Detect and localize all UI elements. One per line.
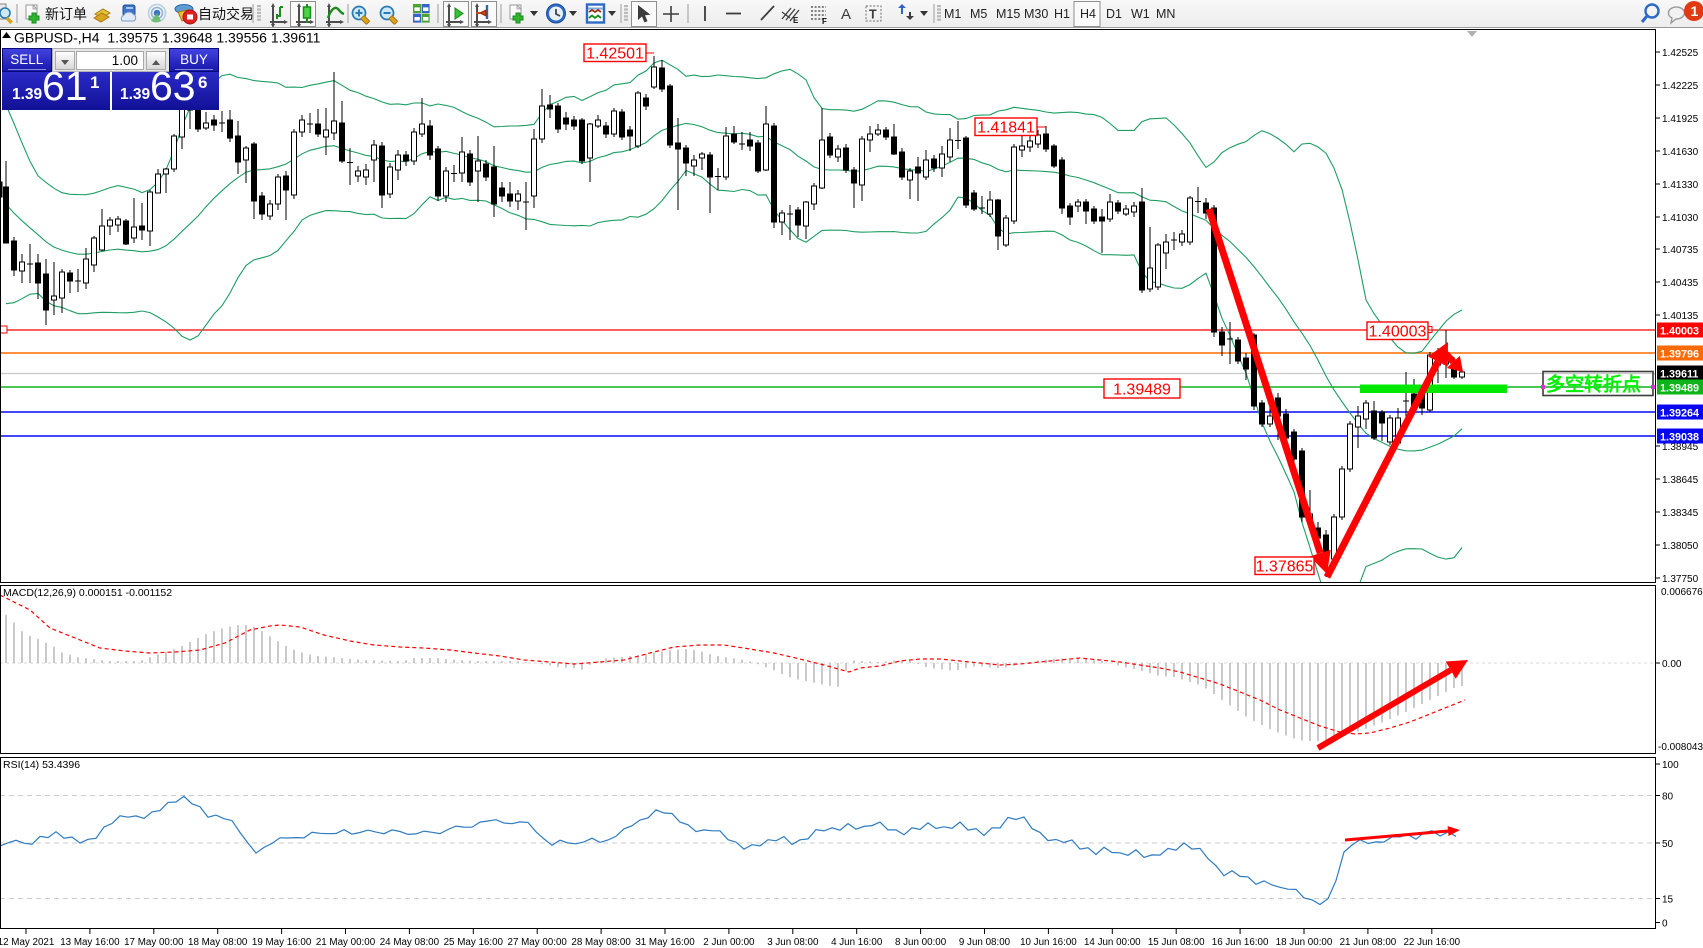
svg-text:自动交易: 自动交易: [198, 6, 254, 22]
svg-text:M30: M30: [1024, 7, 1048, 21]
svg-text:4 Jun 16:00: 4 Jun 16:00: [831, 937, 883, 948]
svg-text:0.006676: 0.006676: [1661, 587, 1703, 598]
svg-text:新订单: 新订单: [45, 6, 87, 22]
svg-text:27 May 00:00: 27 May 00:00: [508, 937, 568, 948]
svg-text:MN: MN: [1156, 7, 1175, 21]
svg-text:31 May 16:00: 31 May 16:00: [635, 937, 695, 948]
svg-text:1.41030: 1.41030: [1662, 213, 1699, 224]
svg-text:17 May 00:00: 17 May 00:00: [124, 937, 184, 948]
svg-text:9 Jun 08:00: 9 Jun 08:00: [959, 937, 1011, 948]
svg-text:1.39796: 1.39796: [1660, 349, 1699, 361]
svg-text:1.38345: 1.38345: [1662, 508, 1699, 519]
svg-text:1.38945: 1.38945: [1662, 442, 1699, 453]
svg-text:80: 80: [1662, 792, 1674, 803]
svg-text:1.37865: 1.37865: [1256, 559, 1314, 576]
svg-text:21 Jun 08:00: 21 Jun 08:00: [1340, 937, 1397, 948]
svg-text:M15: M15: [996, 7, 1020, 21]
svg-text:1.40735: 1.40735: [1662, 245, 1699, 256]
svg-text:10 Jun 16:00: 10 Jun 16:00: [1020, 937, 1077, 948]
svg-text:0.00: 0.00: [1662, 659, 1682, 670]
svg-text:25 May 16:00: 25 May 16:00: [444, 937, 504, 948]
svg-text:1.39038: 1.39038: [1660, 432, 1699, 444]
svg-text:18 Jun 00:00: 18 Jun 00:00: [1276, 937, 1333, 948]
svg-text:多空转折点: 多空转折点: [1546, 373, 1641, 396]
svg-text:M1: M1: [944, 7, 961, 21]
svg-text:1.40435: 1.40435: [1662, 278, 1699, 289]
svg-text:H4: H4: [1080, 7, 1096, 21]
svg-text:1: 1: [1691, 3, 1699, 19]
svg-text:1.42225: 1.42225: [1662, 81, 1699, 92]
svg-text:RSI(14) 53.4396: RSI(14) 53.4396: [3, 759, 80, 771]
svg-text:1.40003: 1.40003: [1660, 326, 1699, 338]
svg-text:18 May 08:00: 18 May 08:00: [188, 937, 248, 948]
svg-text:16 Jun 16:00: 16 Jun 16:00: [1212, 937, 1269, 948]
svg-text:1.39489: 1.39489: [1660, 383, 1699, 395]
svg-text:50: 50: [1662, 839, 1674, 850]
svg-text:1.39611: 1.39611: [1660, 369, 1698, 381]
svg-text:15 Jun 08:00: 15 Jun 08:00: [1148, 937, 1205, 948]
svg-text:1.41925: 1.41925: [1662, 114, 1699, 125]
svg-text:28 May 08:00: 28 May 08:00: [571, 937, 631, 948]
svg-text:W1: W1: [1131, 7, 1150, 21]
svg-text:M5: M5: [970, 7, 987, 21]
svg-text:24 May 08:00: 24 May 08:00: [380, 937, 440, 948]
svg-text:T: T: [869, 8, 877, 22]
svg-text:1.39489: 1.39489: [1113, 381, 1171, 398]
svg-text:GBPUSD-,H4 1.39575 1.39648 1.: GBPUSD-,H4 1.39575 1.39648 1.39556 1.396…: [14, 30, 321, 46]
svg-text:19 May 16:00: 19 May 16:00: [252, 937, 312, 948]
svg-text:1.42501: 1.42501: [586, 46, 644, 63]
svg-text:H1: H1: [1054, 7, 1070, 21]
svg-text:13 May 16:00: 13 May 16:00: [60, 937, 120, 948]
svg-text:MACD(12,26,9) 0.000151 -0.0011: MACD(12,26,9) 0.000151 -0.001152: [3, 587, 172, 599]
svg-text:12 May 2021: 12 May 2021: [0, 937, 54, 948]
svg-text:8 Jun 00:00: 8 Jun 00:00: [895, 937, 947, 948]
svg-text:1.40003: 1.40003: [1369, 324, 1427, 341]
svg-text:-0.008043: -0.008043: [1658, 742, 1703, 753]
svg-text:100: 100: [1662, 760, 1679, 771]
svg-text:3 Jun 08:00: 3 Jun 08:00: [767, 937, 819, 948]
svg-text:A: A: [841, 6, 851, 23]
svg-text:1.37750: 1.37750: [1662, 574, 1699, 585]
svg-text:1.41330: 1.41330: [1662, 180, 1699, 191]
svg-text:1.38050: 1.38050: [1662, 541, 1699, 552]
svg-text:1.38645: 1.38645: [1662, 475, 1699, 486]
svg-text:1.41630: 1.41630: [1662, 147, 1699, 158]
svg-text:0: 0: [1662, 919, 1668, 930]
svg-text:14 Jun 00:00: 14 Jun 00:00: [1084, 937, 1141, 948]
svg-text:21 May 00:00: 21 May 00:00: [316, 937, 376, 948]
svg-text:1.42525: 1.42525: [1662, 48, 1699, 59]
svg-text:22 Jun 16:00: 22 Jun 16:00: [1403, 937, 1460, 948]
svg-text:1.41841: 1.41841: [977, 120, 1035, 137]
svg-text:F: F: [822, 17, 827, 26]
svg-text:15: 15: [1662, 895, 1674, 906]
svg-text:2 Jun 00:00: 2 Jun 00:00: [703, 937, 755, 948]
svg-text:E: E: [793, 16, 799, 25]
svg-text:1.40135: 1.40135: [1662, 311, 1699, 322]
svg-text:D1: D1: [1106, 7, 1122, 21]
svg-text:1.39264: 1.39264: [1660, 408, 1699, 420]
